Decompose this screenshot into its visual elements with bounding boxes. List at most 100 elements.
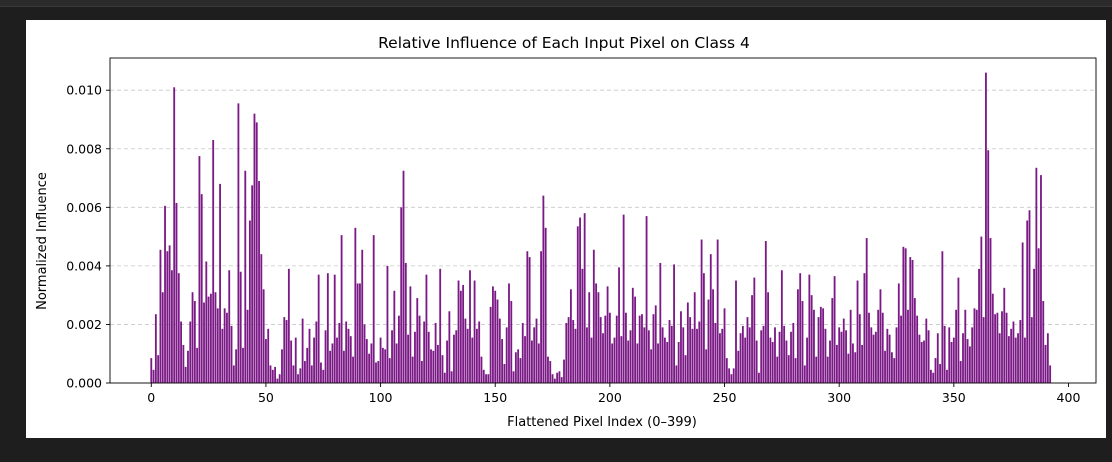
bar <box>157 355 160 383</box>
bar <box>457 280 460 383</box>
bar <box>760 330 763 383</box>
chart-title: Relative Influence of Each Input Pixel o… <box>378 34 750 52</box>
window-top-strip <box>0 0 1112 7</box>
bar <box>492 286 494 383</box>
bar <box>265 339 267 383</box>
bar <box>501 339 504 383</box>
bar <box>856 280 859 383</box>
bar <box>771 342 774 383</box>
bar <box>920 342 923 383</box>
bar <box>817 317 820 383</box>
bar <box>398 315 400 383</box>
bar <box>964 309 967 383</box>
bar <box>611 343 614 383</box>
bar <box>448 311 451 383</box>
bar <box>877 309 880 383</box>
bar <box>604 315 607 383</box>
bar <box>540 251 542 383</box>
bar <box>913 298 916 383</box>
bar <box>753 277 756 383</box>
bar <box>551 374 554 383</box>
bar <box>737 350 740 383</box>
bar <box>375 362 377 383</box>
bar <box>276 378 279 383</box>
bar <box>968 346 971 383</box>
bar <box>1005 312 1008 383</box>
bar <box>207 296 210 383</box>
bar <box>602 333 604 383</box>
bar <box>1019 320 1022 383</box>
bar <box>365 339 368 383</box>
bar <box>237 103 240 383</box>
bar <box>868 312 870 383</box>
bar <box>547 356 549 383</box>
bar <box>466 328 469 383</box>
bar <box>952 337 955 383</box>
bar <box>959 361 962 383</box>
bar <box>212 139 215 383</box>
bar <box>1021 242 1024 383</box>
bar <box>377 361 380 383</box>
bar <box>849 309 852 383</box>
bar <box>297 374 299 383</box>
bar <box>565 322 568 383</box>
bar <box>886 328 889 383</box>
chart-figure: Relative Influence of Each Input Pixel o… <box>26 20 1106 438</box>
bar <box>478 321 481 383</box>
bar <box>957 277 960 383</box>
bar <box>411 356 414 383</box>
bar <box>180 321 182 383</box>
bar <box>262 289 265 383</box>
bar <box>228 270 231 383</box>
bar <box>432 350 435 383</box>
bar <box>751 295 753 383</box>
bar <box>774 327 776 383</box>
bar <box>941 251 944 383</box>
bar <box>732 368 735 383</box>
bar <box>356 283 359 383</box>
bar <box>973 308 976 383</box>
bar <box>1012 321 1015 383</box>
bar <box>895 327 898 383</box>
bar <box>349 336 352 383</box>
bar <box>1028 210 1031 383</box>
bar <box>187 350 189 383</box>
plot-frame <box>109 57 1097 384</box>
bar <box>709 254 712 383</box>
bar <box>567 317 570 383</box>
bar <box>455 330 458 383</box>
bar <box>409 286 412 383</box>
bar <box>416 298 419 383</box>
bar <box>950 342 953 383</box>
bar <box>634 296 637 383</box>
bar <box>769 337 772 383</box>
bar <box>308 328 311 383</box>
bar <box>301 318 304 383</box>
bar <box>698 321 701 383</box>
bar <box>1017 333 1019 383</box>
bar <box>480 356 483 383</box>
bar <box>987 150 990 383</box>
bar <box>306 347 309 383</box>
bar <box>572 320 575 383</box>
bar <box>246 309 249 383</box>
bar <box>686 302 689 383</box>
bar <box>813 309 815 383</box>
bar <box>581 268 584 383</box>
bar <box>659 262 662 383</box>
bar <box>785 340 788 383</box>
bar <box>748 327 751 383</box>
axes: 0.000 0.002 0.004 0.006 0.008 0.010 0 50 100 150 2… <box>66 57 1097 405</box>
bar <box>285 320 288 383</box>
bar <box>475 328 478 383</box>
bar <box>278 374 281 383</box>
bar <box>1044 344 1047 383</box>
bar <box>994 314 997 383</box>
bar <box>239 271 242 383</box>
bar <box>528 257 531 383</box>
bar <box>975 309 978 383</box>
x-axis-label: Flattened Pixel Index (0–399) <box>507 415 697 430</box>
bar <box>317 274 320 383</box>
bar <box>799 273 802 383</box>
bar <box>526 251 529 383</box>
